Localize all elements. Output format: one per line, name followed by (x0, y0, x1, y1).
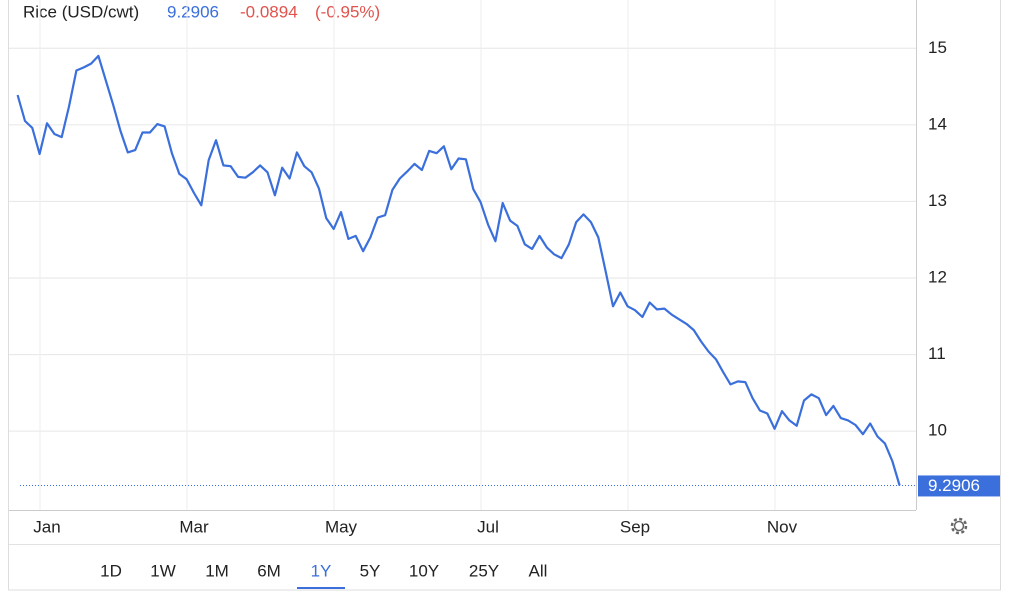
y-tick-label: 11 (928, 344, 946, 363)
price-line (16, 54, 901, 486)
x-tick-label: May (325, 517, 358, 536)
price-change-percent: (-0.95%) (315, 2, 380, 21)
last-price-tag-label: 9.2906 (928, 476, 980, 495)
frame (8, 0, 1001, 591)
range-button[interactable]: All (529, 561, 548, 580)
range-button[interactable]: 1M (205, 561, 229, 580)
last-price-tag (918, 475, 1000, 497)
settings-icon[interactable] (950, 517, 968, 535)
x-tick-label: Nov (767, 517, 798, 536)
y-tick-label: 15 (928, 38, 947, 57)
range-button[interactable]: 5Y (360, 561, 381, 580)
y-tick-label: 14 (928, 114, 947, 133)
x-tick-label: Sep (620, 517, 650, 536)
range-button[interactable]: 25Y (469, 561, 499, 580)
y-tick-label: 10 (928, 421, 947, 440)
range-button[interactable]: 6M (257, 561, 281, 580)
range-button[interactable]: 1W (150, 561, 176, 580)
range-button[interactable]: 1Y (311, 561, 332, 580)
x-tick-label: Mar (179, 517, 209, 536)
x-tick-label: Jan (33, 517, 60, 536)
x-tick-label: Jul (477, 517, 499, 536)
y-tick-label: 12 (928, 267, 947, 286)
chart-title: Rice (USD/cwt) (23, 2, 139, 21)
range-button[interactable]: 1D (100, 561, 122, 580)
y-tick-label: 13 (928, 191, 947, 210)
last-price: 9.2906 (167, 2, 219, 21)
range-button[interactable]: 10Y (409, 561, 439, 580)
price-change: -0.0894 (240, 2, 298, 21)
